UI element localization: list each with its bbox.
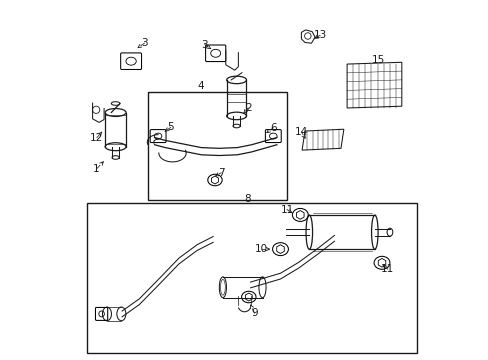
Text: 6: 6 [269, 123, 276, 133]
Text: 10: 10 [255, 244, 268, 254]
Text: 7: 7 [217, 168, 224, 178]
Text: 11: 11 [280, 204, 293, 215]
Text: 14: 14 [294, 127, 307, 137]
Text: 8: 8 [244, 194, 250, 204]
Text: 5: 5 [167, 122, 174, 132]
Text: 3: 3 [141, 38, 147, 48]
Text: 11: 11 [380, 264, 394, 274]
Bar [87, 203, 416, 353]
Text: 4: 4 [197, 81, 203, 91]
Text: 12: 12 [90, 132, 103, 143]
Bar [148, 92, 286, 200]
Text: 9: 9 [251, 308, 257, 318]
Text: 3: 3 [201, 40, 208, 50]
Text: 15: 15 [371, 55, 384, 65]
Text: 13: 13 [313, 30, 326, 40]
Text: 1: 1 [93, 164, 99, 174]
Text: 2: 2 [244, 103, 251, 113]
